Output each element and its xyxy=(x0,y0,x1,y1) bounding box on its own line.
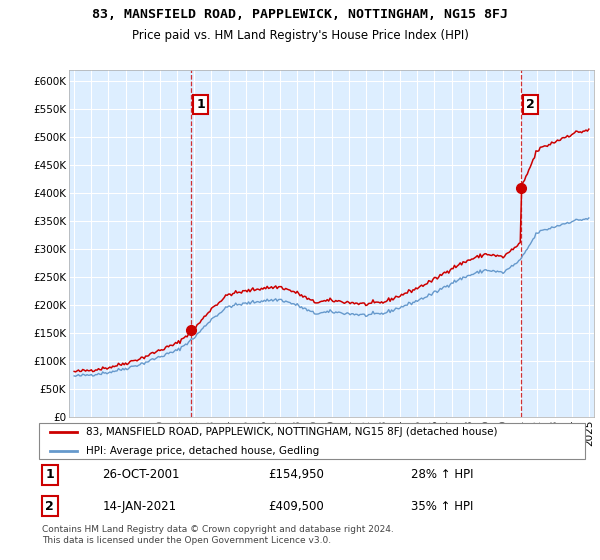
Text: 1: 1 xyxy=(46,468,54,482)
Text: Price paid vs. HM Land Registry's House Price Index (HPI): Price paid vs. HM Land Registry's House … xyxy=(131,29,469,42)
Text: 83, MANSFIELD ROAD, PAPPLEWICK, NOTTINGHAM, NG15 8FJ (detached house): 83, MANSFIELD ROAD, PAPPLEWICK, NOTTINGH… xyxy=(86,427,497,437)
Text: 14-JAN-2021: 14-JAN-2021 xyxy=(102,500,176,512)
Text: 2: 2 xyxy=(526,98,535,111)
Text: Contains HM Land Registry data © Crown copyright and database right 2024.
This d: Contains HM Land Registry data © Crown c… xyxy=(42,525,394,545)
Text: £409,500: £409,500 xyxy=(268,500,323,512)
FancyBboxPatch shape xyxy=(39,423,585,459)
Text: 83, MANSFIELD ROAD, PAPPLEWICK, NOTTINGHAM, NG15 8FJ: 83, MANSFIELD ROAD, PAPPLEWICK, NOTTINGH… xyxy=(92,8,508,21)
Text: £154,950: £154,950 xyxy=(268,468,324,482)
Text: 28% ↑ HPI: 28% ↑ HPI xyxy=(412,468,474,482)
Bar xyxy=(191,70,521,417)
Text: 26-OCT-2001: 26-OCT-2001 xyxy=(102,468,180,482)
Text: HPI: Average price, detached house, Gedling: HPI: Average price, detached house, Gedl… xyxy=(86,446,319,455)
Text: 1: 1 xyxy=(196,98,205,111)
Text: 2: 2 xyxy=(46,500,54,512)
Text: 35% ↑ HPI: 35% ↑ HPI xyxy=(412,500,474,512)
